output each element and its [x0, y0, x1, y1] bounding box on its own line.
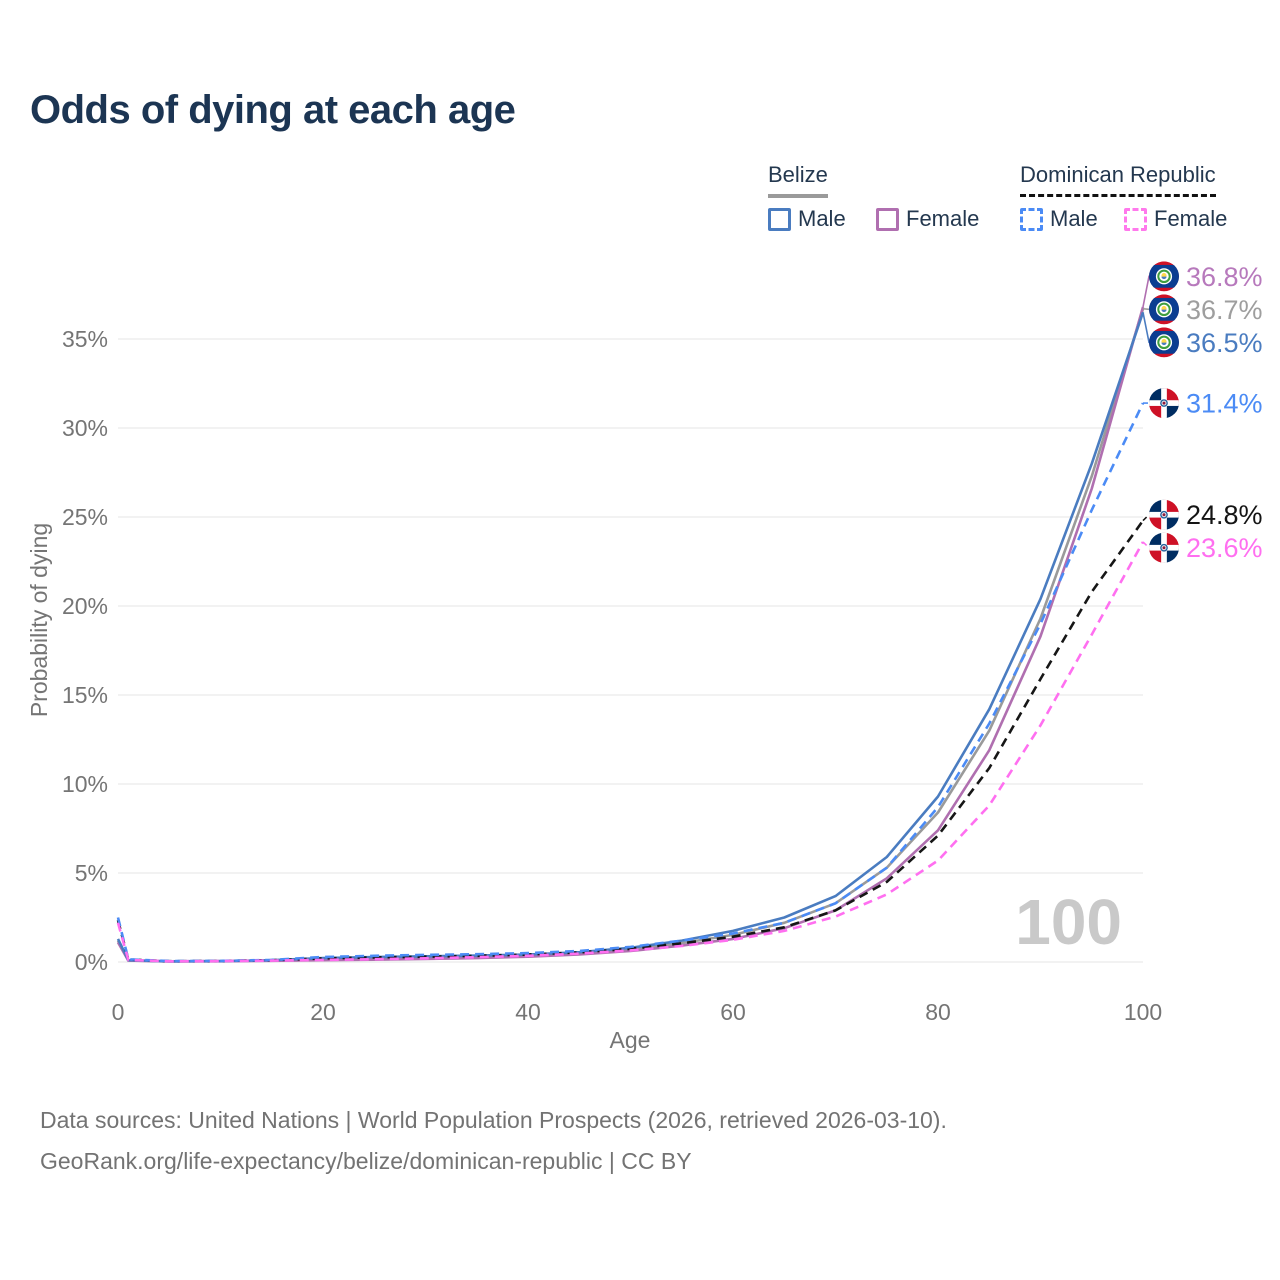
series-line-dominican-republic-female: [116, 541, 1145, 963]
legend-label: Female: [1154, 206, 1228, 231]
y-tick-label: 0%: [75, 949, 108, 975]
dominican-republic-male-legend-swatch-icon: [1020, 207, 1043, 231]
y-tick-label: 15%: [62, 682, 108, 708]
belize-flag-icon: [1149, 261, 1179, 292]
dominican-republic-flag-icon: [1149, 532, 1179, 563]
series-line-dominican-republic-both-sexes: [116, 519, 1145, 963]
y-tick-label: 10%: [62, 771, 108, 797]
age-counter-watermark: 100: [1015, 886, 1122, 958]
y-tick-label: 30%: [62, 415, 108, 441]
legend-item-dominican-republic-female[interactable]: Female: [1124, 206, 1227, 232]
x-tick-label: 80: [925, 999, 951, 1025]
leader-line: [1142, 312, 1150, 344]
legend-label: Male: [1050, 206, 1098, 231]
end-value-label-belize-male: 36.5%: [1186, 328, 1263, 358]
series-line-belize-male: [116, 311, 1145, 963]
legend-label: Female: [906, 206, 980, 231]
legend-label: Male: [798, 206, 846, 231]
footer: Data sources: United Nations | World Pop…: [40, 1100, 947, 1182]
x-tick-label: 60: [720, 999, 746, 1025]
y-tick-label: 5%: [75, 860, 108, 886]
belize-male-legend-swatch-icon: [768, 207, 791, 231]
end-value-label-dominican-republic-female: 23.6%: [1186, 533, 1263, 563]
y-tick-label: 25%: [62, 504, 108, 530]
mortality-line-chart[interactable]: 0% 5% 10% 15% 20% 25% 30% 35% 0 20 40 60 80 100 Age Pro…: [0, 0, 1280, 1080]
x-axis-title: Age: [610, 1027, 651, 1053]
x-tick-label: 40: [515, 999, 541, 1025]
attribution-line: GeoRank.org/life-expectancy/belize/domin…: [40, 1148, 692, 1174]
end-value-label-belize-both-sexes: 36.7%: [1186, 295, 1263, 325]
y-axis-title: Probability of dying: [26, 523, 52, 717]
leader-line: [1142, 513, 1150, 522]
dominican-republic-flag-icon: [1149, 388, 1179, 419]
x-tick-label: 20: [310, 999, 336, 1025]
end-value-label-dominican-republic-both-sexes: 24.8%: [1186, 500, 1263, 530]
end-value-label-belize-female: 36.8%: [1186, 262, 1263, 292]
leader-line: [1142, 307, 1150, 311]
y-tick-label: 20%: [62, 593, 108, 619]
belize-flag-icon: [1149, 294, 1179, 325]
legend-item-belize-male[interactable]: Male: [768, 206, 846, 232]
leader-line: [1142, 275, 1150, 308]
dominican-republic-flag-icon: [1149, 499, 1179, 530]
legend-item-belize-female[interactable]: Female: [876, 206, 979, 232]
belize-flag-icon: [1149, 327, 1179, 358]
dominican-republic-female-legend-swatch-icon: [1124, 207, 1147, 231]
end-value-label-dominican-republic-male: 31.4%: [1186, 389, 1263, 419]
series-line-dominican-republic-male: [116, 402, 1145, 963]
series-line-belize-female: [116, 306, 1145, 963]
x-tick-label: 100: [1124, 999, 1162, 1025]
leader-line: [1142, 541, 1150, 549]
legend-belize-header[interactable]: Belize: [768, 162, 828, 198]
legend-item-dominican-republic-male[interactable]: Male: [1020, 206, 1098, 232]
legend-dominican-republic-header[interactable]: Dominican Republic: [1020, 162, 1216, 197]
x-tick-label: 0: [112, 999, 125, 1025]
y-tick-label: 35%: [62, 326, 108, 352]
data-sources-line: Data sources: United Nations | World Pop…: [40, 1107, 947, 1133]
series-line-belize-both-sexes: [116, 308, 1145, 963]
belize-female-legend-swatch-icon: [876, 207, 899, 231]
chart-title: Odds of dying at each age: [30, 88, 516, 132]
